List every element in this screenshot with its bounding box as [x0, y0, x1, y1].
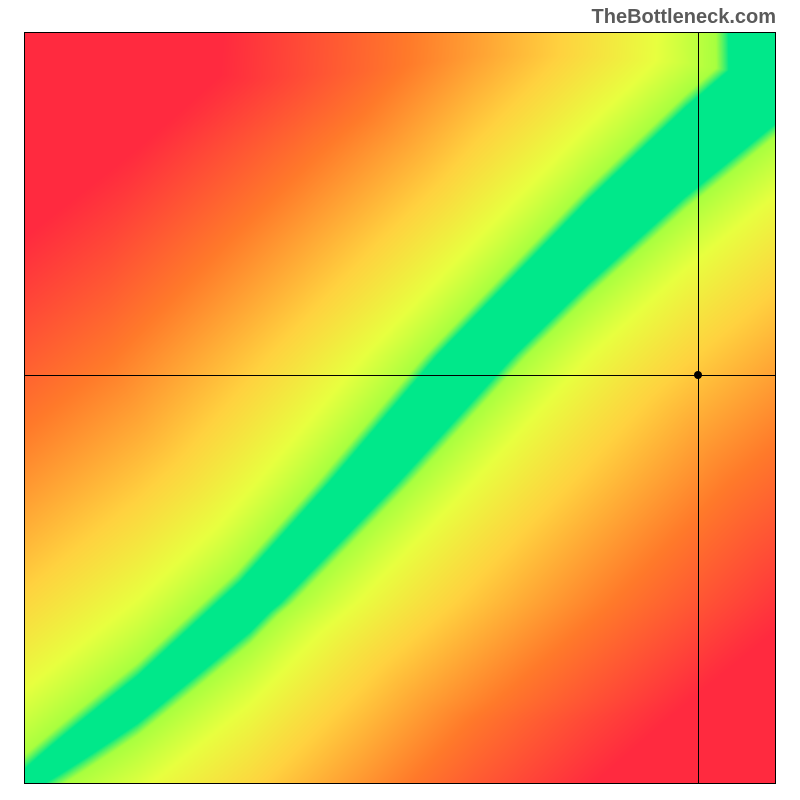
crosshair-horizontal [25, 375, 775, 376]
crosshair-marker [694, 371, 702, 379]
crosshair-vertical [698, 33, 699, 783]
bottleneck-heatmap [24, 32, 776, 784]
heatmap-canvas [25, 33, 775, 783]
watermark-text: TheBottleneck.com [592, 6, 776, 29]
